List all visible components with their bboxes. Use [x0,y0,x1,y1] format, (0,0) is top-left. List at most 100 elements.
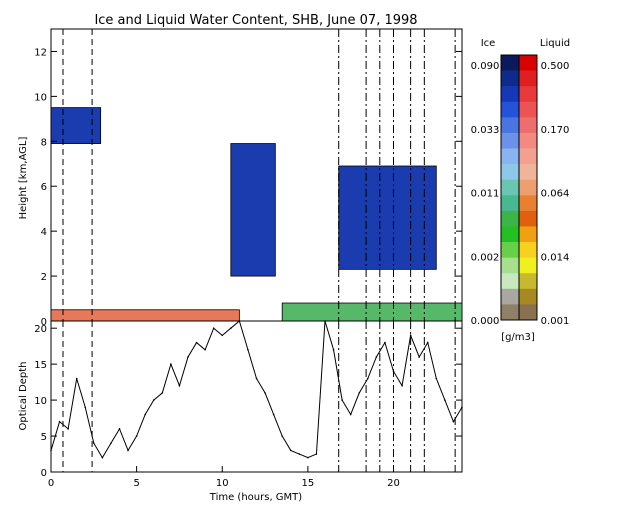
optical-depth-point [152,399,155,401]
colorbar-ice-color-swatch [501,195,519,212]
optical-depth-point [238,320,241,322]
top-panel: 0 2 4 6 8 10 12 Height [km,AGL] [18,28,463,328]
x-tick-label: 0 [48,478,54,489]
cloud-region-ice [338,165,437,270]
optical-depth-point [101,456,104,459]
colorbar-ice-color-swatch [501,242,519,258]
colorbar-liquid-color-swatch [519,132,537,149]
optical-depth-point [84,406,87,409]
colorbar-ice-tick-label: 0.011 [471,189,500,200]
colorbar-liquid-tick-label: 0.170 [541,125,570,136]
colorbar-liquid-tick-label: 0.064 [541,189,570,200]
colorbar-liquid-color-swatch [519,257,537,274]
optical-depth-point [409,334,412,337]
colorbar-ice-ticks: 0.090 0.033 0.011 0.002 0.000 [471,61,500,327]
colorbar-ice-label: Ice [481,38,496,49]
optical-depth-point [58,420,61,423]
cloud-regions [50,107,463,322]
colorbar-ice-color-swatch [501,304,519,321]
bottom-y-axis-label: Optical Depth [18,362,29,431]
colorbar-units: [g/m3] [501,332,535,343]
top-y-tick-label: 8 [41,137,47,148]
optical-depth-point [375,356,378,358]
colorbar: Ice Liquid 0.090 0.033 0.011 0.002 0.000 0.5… [471,38,570,343]
colorbar-liquid-color-swatch [519,210,537,227]
top-y-tick-label: 2 [41,272,47,283]
colorbar-ice-tick-label: 0.033 [471,125,500,136]
optical-depth-point [170,363,172,365]
top-y-tick-label: 10 [34,92,47,103]
colorbar-liquid-color-swatch [519,304,537,321]
optical-depth-point [93,442,95,445]
x-tick-label: 20 [387,478,400,489]
top-y-tick-label: 0 [41,317,47,328]
optical-depth-point [118,428,121,430]
x-tick-label: 15 [302,478,315,489]
optical-depth-point [178,384,181,387]
optical-depth-point [144,413,146,416]
colorbar-ice-color-swatch [501,257,519,274]
bottom-plot-frame [50,320,463,473]
optical-depth-point [75,377,78,380]
colorbar-ice-color-swatch [501,164,519,181]
optical-depth-point [264,392,266,394]
optical-depth-point [332,348,335,351]
optical-depth-point [161,392,164,394]
optical-depth-point [426,341,429,344]
colorbar-liquid-color-swatch [519,179,537,196]
optical-depth-point [289,449,292,452]
optical-depth-point [230,327,232,329]
colorbar-ice-color-swatch [501,117,519,134]
optical-depth-point [367,377,369,380]
optical-depth-point [384,341,386,344]
colorbar-liquid-tick-label: 0.500 [541,61,570,72]
bottom-y-tick-label: 0 [41,468,47,479]
optical-depth-point [272,413,275,416]
colorbar-liquid-tick-label: 0.001 [541,316,570,327]
colorbar-ice-color-swatch [501,288,519,305]
colorbar-ice-tick-label: 0.000 [471,316,500,327]
bottom-y-ticks: 0 5 10 15 20 [34,324,462,479]
optical-depth-point [401,384,403,387]
colorbar-liquid-color-swatch [519,86,537,103]
colorbar-ice-bar [501,55,519,321]
colorbar-liquid-bar [519,55,537,321]
optical-depth-point [358,392,361,394]
optical-depth-point [435,377,438,380]
colorbar-liquid-color-swatch [519,195,537,212]
top-vertical-markers [62,29,456,321]
bottom-vertical-markers [62,321,456,472]
optical-depth-point [315,453,318,455]
colorbar-ice-tick-label: 0.090 [471,61,500,72]
colorbar-liquid-color-swatch [519,55,537,71]
colorbar-liquid-color-swatch [519,273,537,290]
cloud-region-liquid [50,309,240,322]
colorbar-liquid-color-swatch [519,117,537,134]
colorbar-liquid-frame [518,54,538,321]
colorbar-liquid-ticks: 0.500 0.170 0.064 0.014 0.001 [541,61,570,327]
optical-depth-point [67,428,69,430]
optical-depth-point [307,456,309,459]
optical-depth-point [204,348,206,351]
optical-depth-point [444,399,446,401]
bottom-panel: 0 5 10 15 20 0 5 10 15 20 Optical Depth Time (ho… [18,320,463,503]
optical-depth-point [212,327,215,329]
x-axis-label: Time (hours, GMT) [209,492,303,503]
optical-depth-point [452,420,455,423]
top-y-tick-label: 6 [41,182,47,193]
optical-depth-point [110,442,112,445]
colorbar-liquid-color-swatch [519,226,537,243]
colorbar-ice-color-swatch [501,86,519,103]
colorbar-liquid-color-swatch [519,148,537,165]
optical-depth-point [298,453,301,455]
top-y-tick-label: 12 [34,47,47,58]
bottom-y-tick-label: 20 [34,324,47,335]
x-tick-label: 10 [216,478,229,489]
cloud-region-ice [50,107,102,144]
optical-depth-point [255,377,258,380]
colorbar-liquid-color-swatch [519,101,537,118]
top-y-axis-label: Height [km,AGL] [18,137,29,220]
optical-depth-point [281,435,283,437]
colorbar-liquid-color-swatch [519,288,537,305]
optical-depth-point [221,334,224,337]
